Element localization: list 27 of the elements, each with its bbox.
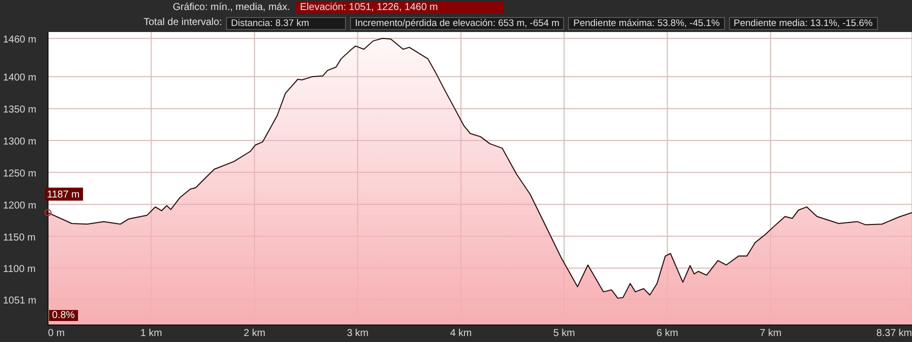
- y-tick-label: 1460 m: [3, 34, 36, 46]
- y-tick-label: 1150 m: [3, 232, 36, 244]
- text: Pendiente media: 13.1%, -15.6%: [728, 17, 878, 30]
- x-tick-label: 4 km: [450, 328, 472, 339]
- x-tick-label: 1 km: [140, 328, 162, 339]
- annotation: 1187 m: [47, 190, 80, 201]
- x-tick-label: 2 km: [244, 328, 266, 339]
- y-tick-label: 1200 m: [3, 200, 36, 212]
- y-tick-label: 1051 m: [3, 295, 36, 306]
- y-tick-label: 1300 m: [3, 136, 36, 148]
- text: Gráfico: mín., media, máx.: [172, 2, 290, 13]
- text: Elevación: 1051, 1226, 1460 m: [296, 2, 504, 13]
- y-tick-label: 1250 m: [3, 168, 36, 180]
- x-tick-label: 7 km: [760, 328, 782, 339]
- x-tick-label: 5 km: [553, 328, 575, 339]
- y-tick-label: 1350 m: [3, 104, 36, 116]
- x-tick-label: 0 m: [48, 328, 65, 339]
- x-tick-label: 3 km: [346, 328, 369, 339]
- y-tick-label: 1100 m: [3, 264, 36, 276]
- annotation: 0.8%: [49, 310, 78, 321]
- text: Incremento/pérdida de elevación: 653 m, -654 m: [350, 17, 564, 30]
- y-tick-label: 1400 m: [3, 72, 36, 84]
- text: Distancia: 8.37 km: [226, 17, 346, 30]
- x-tick-label: 8.37 km: [876, 328, 912, 339]
- x-tick-label: 6 km: [656, 328, 678, 339]
- text: Total de intervalo:: [142, 17, 222, 30]
- text: Pendiente máxima: 53.8%, -45.1%: [568, 17, 725, 30]
